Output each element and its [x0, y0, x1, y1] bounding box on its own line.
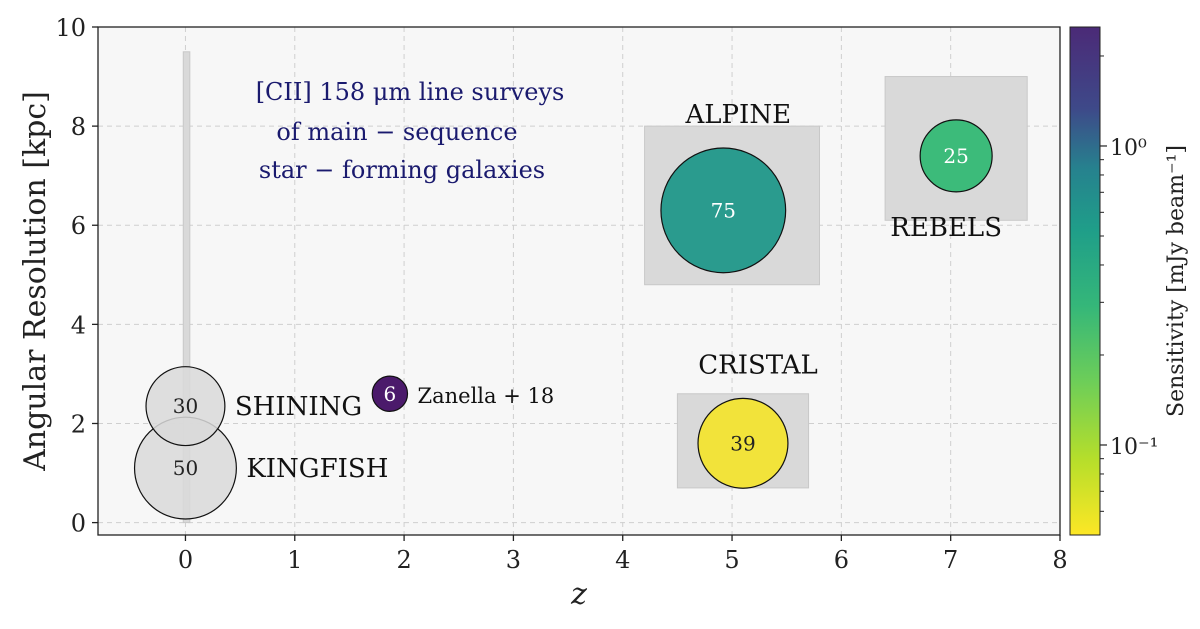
- x-axis-label: z: [570, 577, 587, 612]
- colorbar-tick-label: 10⁰: [1110, 136, 1147, 161]
- x-tick-label: 3: [506, 546, 521, 574]
- x-tick-label: 8: [1052, 546, 1067, 574]
- y-tick-label: 2: [71, 410, 86, 438]
- point-label: CRISTAL: [698, 350, 818, 380]
- annotation-line-3: star − forming galaxies: [259, 156, 545, 184]
- plot-frame: [97, 26, 1061, 536]
- count-label: 25: [943, 144, 968, 168]
- point-zanella18: [371, 375, 409, 412]
- point-label: REBELS: [890, 213, 1002, 243]
- y-axis: 0 2 4 6 8 10: [55, 14, 98, 538]
- annotation-line-1: [CII] 158 μm line surveys: [256, 78, 565, 106]
- band-local-z: [182, 51, 191, 524]
- colorbar-label: Sensitivity [mJy beam⁻¹]: [1164, 145, 1189, 417]
- colorbar: [1069, 26, 1101, 536]
- point-label: Zanella + 18: [418, 384, 555, 408]
- x-tick-label: 6: [834, 546, 849, 574]
- x-tick-label: 1: [287, 546, 302, 574]
- annotation-line-2: of main − sequence: [276, 118, 517, 146]
- y-tick-label: 0: [71, 510, 86, 538]
- x-tick-label: 7: [943, 546, 958, 574]
- y-tick-label: 10: [55, 14, 86, 42]
- x-axis: 0 1 2 3 4 5 6 7 8: [178, 535, 1068, 574]
- colorbar-ticks: 10⁰ 10⁻¹: [1100, 55, 1158, 512]
- x-tick-label: 5: [724, 546, 739, 574]
- x-tick-label: 4: [615, 546, 630, 574]
- point-rebels: [919, 119, 993, 193]
- colorbar-tick-label: 10⁻¹: [1110, 435, 1158, 460]
- point-label: KINGFISH: [246, 454, 388, 484]
- count-label: 30: [173, 394, 198, 418]
- point-alpine: [660, 147, 787, 274]
- y-tick-label: 8: [71, 113, 86, 141]
- point-label: SHINING: [235, 392, 362, 422]
- count-label: 39: [730, 431, 755, 455]
- point-label: ALPINE: [685, 100, 792, 130]
- count-label: 6: [384, 382, 397, 406]
- count-label: 75: [711, 198, 736, 222]
- point-cristal: [697, 397, 789, 489]
- count-label: 50: [173, 456, 198, 480]
- y-tick-label: 6: [71, 212, 86, 240]
- x-tick-label: 0: [178, 546, 193, 574]
- x-tick-label: 2: [396, 546, 411, 574]
- survey-points: 50 KINGFISH 30 SHINING 6 Zanella + 18 75 ALPINE…: [133, 100, 1002, 520]
- y-tick-label: 4: [71, 311, 86, 339]
- point-shining: [145, 366, 226, 447]
- y-axis-label: Angular Resolution [kpc]: [18, 91, 53, 472]
